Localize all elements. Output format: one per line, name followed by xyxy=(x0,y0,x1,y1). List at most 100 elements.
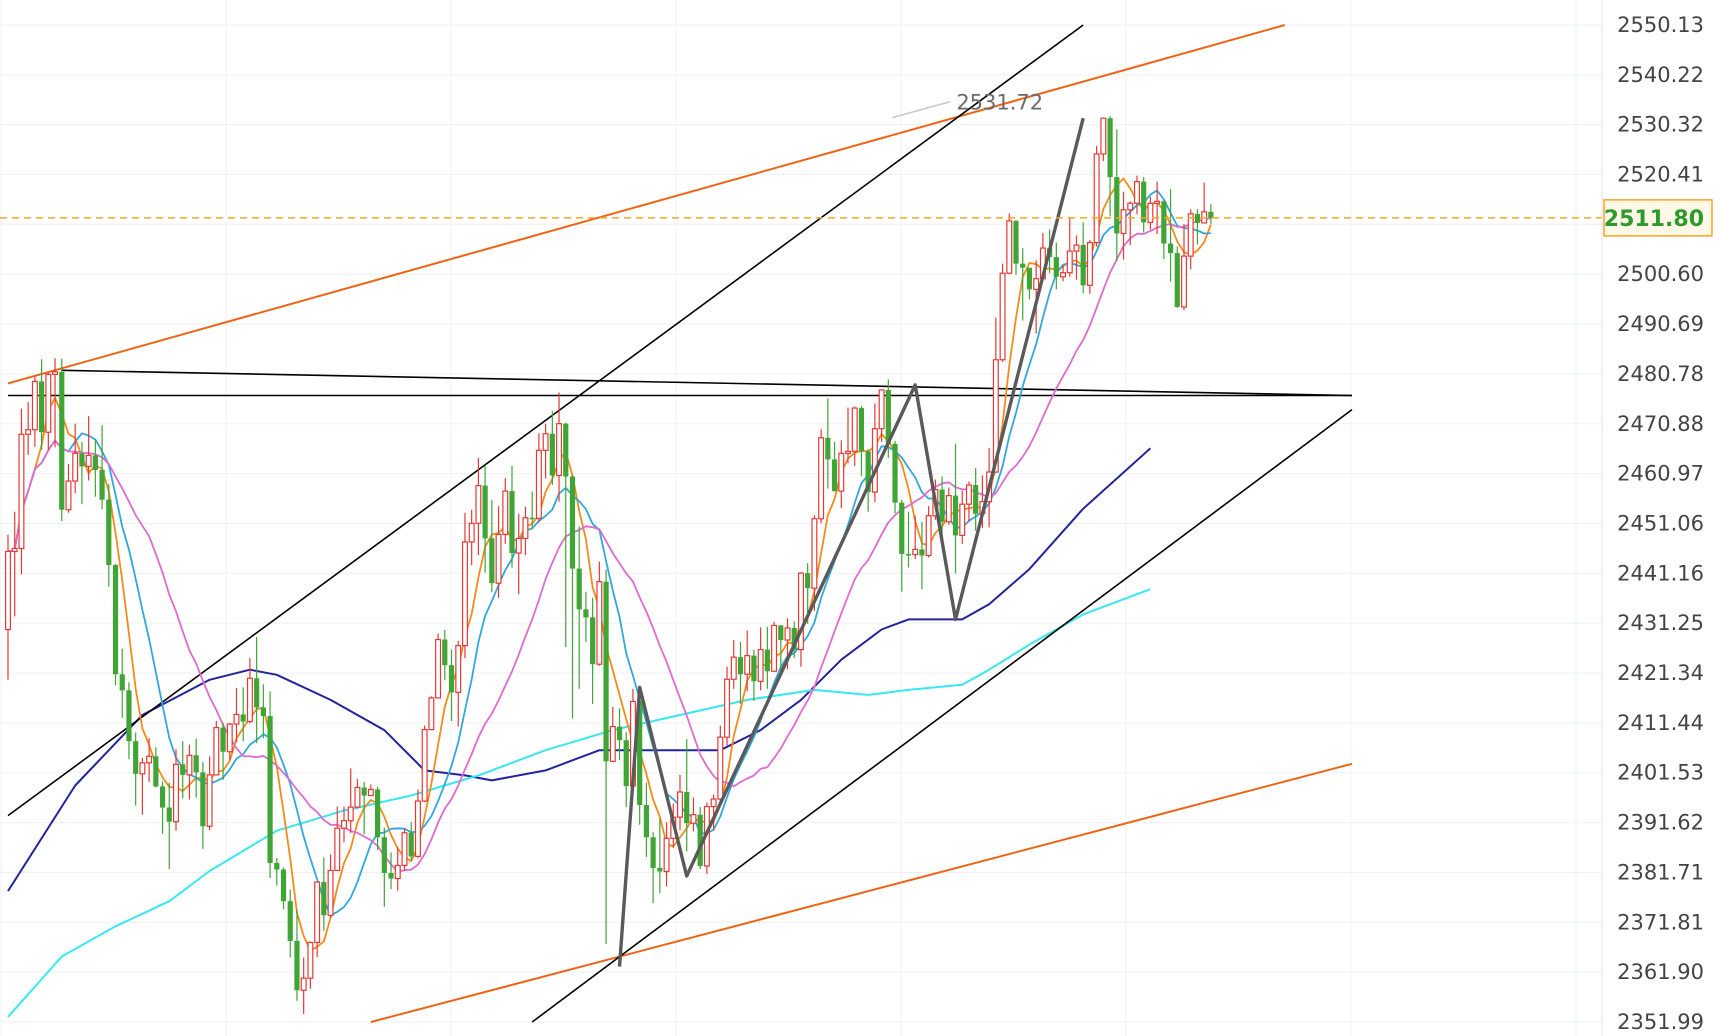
candle xyxy=(307,941,314,989)
candle xyxy=(590,597,596,704)
candle-body xyxy=(394,864,401,880)
candle xyxy=(797,572,804,667)
candle xyxy=(59,358,65,522)
candle-body xyxy=(166,807,172,822)
candle xyxy=(213,721,220,776)
candle xyxy=(206,756,213,831)
candle-body xyxy=(334,827,341,872)
candle-body xyxy=(939,489,945,522)
candle-body xyxy=(200,772,206,827)
trendline xyxy=(531,408,1353,1023)
grid xyxy=(0,0,1602,1036)
candle xyxy=(119,648,125,719)
candle xyxy=(663,822,670,887)
candle xyxy=(146,738,153,782)
candle xyxy=(112,564,119,686)
candle xyxy=(381,827,387,907)
candle-body xyxy=(1187,213,1194,257)
zigzag-line xyxy=(617,117,1085,967)
moving-averages-fast xyxy=(7,177,1212,952)
y-tick-label: 2530.32 xyxy=(1617,113,1704,137)
candle xyxy=(1060,265,1067,282)
candle xyxy=(623,732,629,808)
candle xyxy=(139,757,146,815)
candle xyxy=(1006,213,1013,275)
candle-body xyxy=(871,428,878,493)
candle xyxy=(522,506,529,555)
candle xyxy=(583,591,589,643)
candle-body xyxy=(992,359,999,473)
candle-body xyxy=(367,788,374,797)
candle-body xyxy=(375,789,381,838)
ma5-line xyxy=(7,177,1212,952)
candle-body xyxy=(448,665,455,693)
ma20-line xyxy=(7,217,1212,873)
candle xyxy=(65,463,72,513)
candle xyxy=(468,509,475,566)
candle-body xyxy=(1033,278,1040,290)
candle-body xyxy=(126,690,132,742)
candle-body xyxy=(421,729,428,802)
candle-body xyxy=(92,455,98,470)
candle-body xyxy=(59,371,65,510)
candle-body xyxy=(643,805,649,838)
candle-body xyxy=(973,485,979,514)
candle-body xyxy=(825,437,831,460)
candle-body xyxy=(925,515,932,557)
candle xyxy=(226,723,233,760)
candle xyxy=(461,512,468,659)
y-tick-label: 2371.81 xyxy=(1617,910,1704,934)
candle xyxy=(637,700,643,825)
candle xyxy=(771,621,778,672)
candle-body xyxy=(220,727,226,752)
candle-body xyxy=(1093,153,1100,244)
candle-body xyxy=(173,763,180,823)
candle xyxy=(347,768,354,833)
candle xyxy=(254,637,260,744)
candle-body xyxy=(11,547,18,553)
candle-body xyxy=(482,485,488,539)
zigzag-pattern xyxy=(617,117,1085,967)
high-label: 2531.72 xyxy=(956,91,1043,115)
candle-body xyxy=(797,572,804,651)
candle-body xyxy=(838,452,845,492)
candle xyxy=(965,481,972,522)
candle xyxy=(200,761,206,849)
candle-body xyxy=(1141,181,1147,223)
candle-body xyxy=(805,573,811,589)
y-tick-label: 2520.41 xyxy=(1617,163,1704,187)
trendline xyxy=(61,369,1353,397)
candle-body xyxy=(563,423,569,477)
candle xyxy=(999,263,1006,362)
candle xyxy=(851,406,858,466)
y-tick-label: 2460.97 xyxy=(1617,462,1704,486)
candle-body xyxy=(737,657,744,675)
candle-body xyxy=(744,655,751,675)
candle xyxy=(865,449,871,512)
candlesticks xyxy=(4,116,1214,1014)
candle-body xyxy=(193,755,199,773)
candle-body xyxy=(321,882,327,916)
candle-body xyxy=(878,389,885,430)
candle xyxy=(952,443,959,574)
candle xyxy=(4,534,12,680)
trendline xyxy=(7,24,1286,385)
candle xyxy=(92,439,98,497)
candle-body xyxy=(522,517,529,539)
candle-body xyxy=(65,480,72,511)
candle-body xyxy=(206,774,213,827)
candle xyxy=(18,408,25,575)
candle xyxy=(126,682,132,760)
candle xyxy=(85,416,92,481)
candle-body xyxy=(676,791,683,818)
candle xyxy=(1026,267,1033,300)
candle xyxy=(106,484,112,587)
candle xyxy=(1053,242,1059,290)
candle xyxy=(1194,209,1201,245)
candle-body xyxy=(260,707,266,717)
candle-body xyxy=(784,627,791,641)
candle-body xyxy=(650,837,656,868)
candle xyxy=(643,782,649,857)
candle xyxy=(79,441,85,505)
